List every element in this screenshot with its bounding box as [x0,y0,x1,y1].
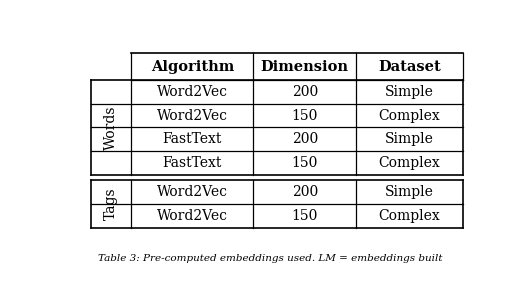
Text: FastText: FastText [163,156,222,170]
Text: Dataset: Dataset [378,60,441,74]
Text: Dimension: Dimension [261,60,349,74]
Text: Complex: Complex [379,156,440,170]
Text: FastText: FastText [163,132,222,146]
Text: Word2Vec: Word2Vec [157,109,228,123]
Text: Algorithm: Algorithm [151,60,234,74]
Text: Word2Vec: Word2Vec [157,209,228,223]
Text: Simple: Simple [385,85,434,99]
Text: 200: 200 [291,185,318,199]
Text: 150: 150 [291,209,318,223]
Text: Complex: Complex [379,209,440,223]
Text: Word2Vec: Word2Vec [157,185,228,199]
Text: Words: Words [104,105,118,150]
Text: Word2Vec: Word2Vec [157,85,228,99]
Text: Simple: Simple [385,185,434,199]
Text: 150: 150 [291,156,318,170]
Text: 200: 200 [291,132,318,146]
Text: Table 3: Pre-computed embeddings used. LM = embeddings built: Table 3: Pre-computed embeddings used. L… [98,254,443,263]
Text: 150: 150 [291,109,318,123]
Text: Tags: Tags [104,188,118,220]
Text: Simple: Simple [385,132,434,146]
Text: Complex: Complex [379,109,440,123]
Text: 200: 200 [291,85,318,99]
